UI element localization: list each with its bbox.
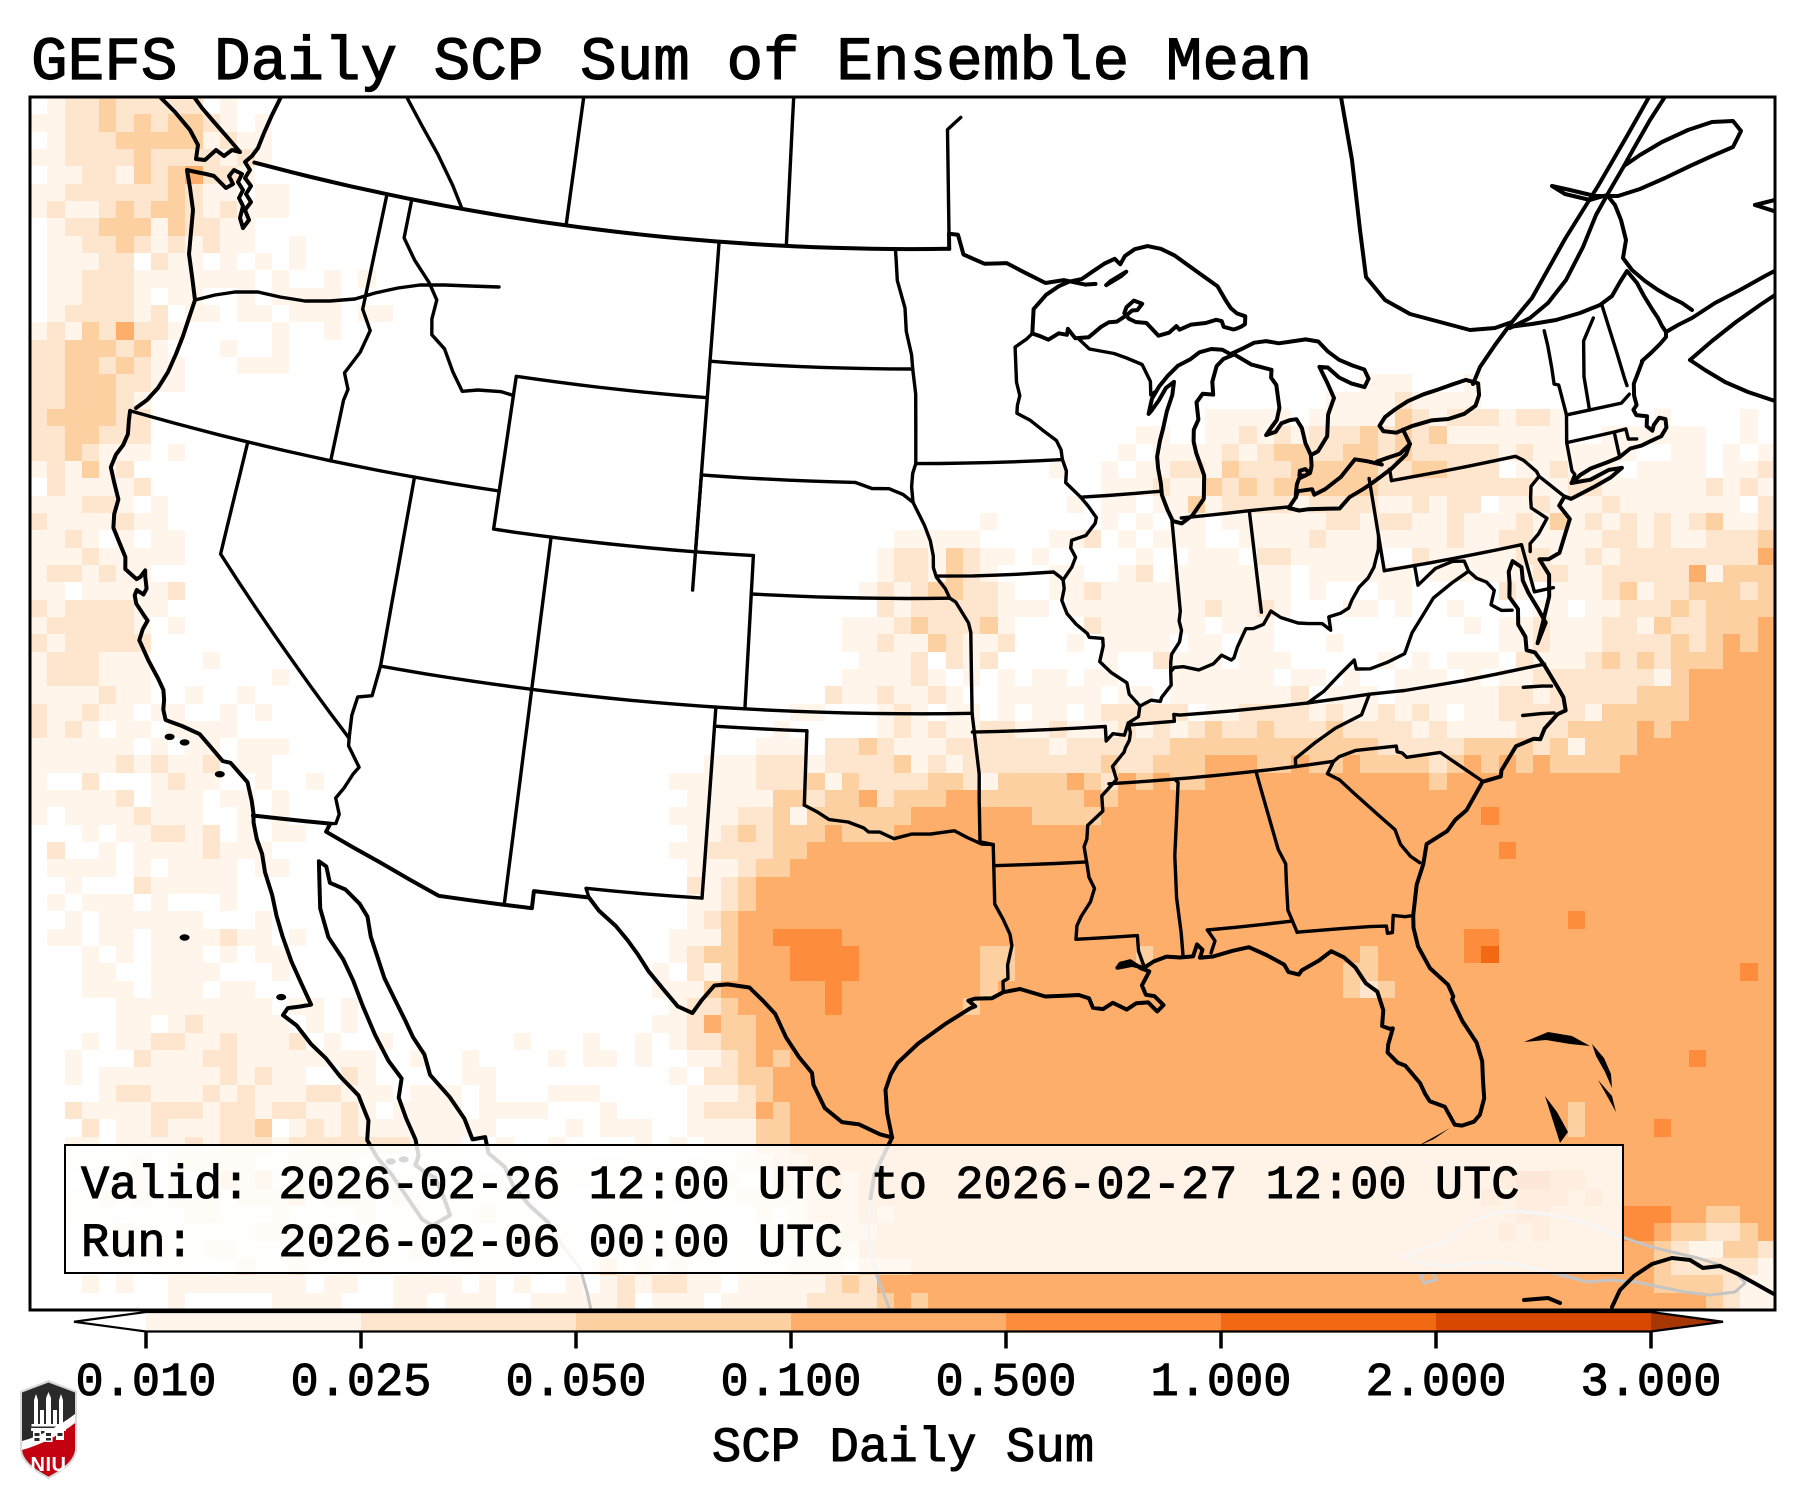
svg-text:NIU: NIU (31, 1454, 67, 1476)
